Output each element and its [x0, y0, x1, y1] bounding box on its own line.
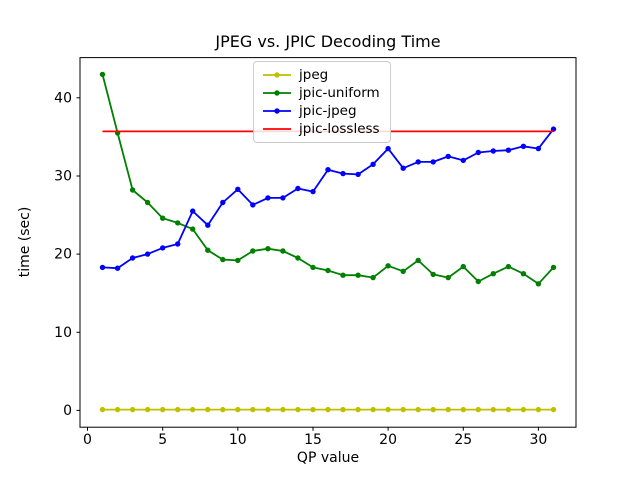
series-line-jpic-jpeg	[102, 128, 555, 270]
legend-item-jpic-jpeg: jpic-jpeg	[262, 103, 380, 119]
y-tick-label: 40	[54, 90, 72, 106]
y-axis-label: time (sec)	[17, 207, 33, 278]
y-tick-label: 10	[54, 325, 72, 341]
legend-sample-jpic-lossless	[263, 128, 291, 130]
legend-sample-jpic-uniform	[263, 90, 291, 96]
legend: jpeg jpic-uniform jpic-jpeg jpic-lossless	[253, 61, 391, 143]
legend-sample-jpeg	[263, 72, 291, 78]
series-markers-jpic-jpeg	[99, 126, 557, 271]
x-tick-label: 10	[229, 432, 247, 448]
x-axis-label: QP value	[297, 450, 359, 466]
x-tick-label: 15	[304, 432, 322, 448]
series-markers-jpic-uniform	[99, 71, 557, 287]
legend-sample-jpic-jpeg	[263, 108, 291, 114]
y-tick-label: 30	[54, 169, 72, 185]
series-markers-jpeg	[99, 406, 557, 413]
chart-title: JPEG vs. JPIC Decoding Time	[214, 32, 440, 51]
legend-label: jpic-jpeg	[299, 103, 357, 119]
legend-label: jpeg	[299, 67, 329, 83]
x-tick-label: 5	[158, 432, 167, 448]
legend-item-jpic-uniform: jpic-uniform	[262, 85, 380, 101]
plot-border	[79, 57, 577, 428]
y-tick-label: 0	[63, 403, 72, 419]
x-tick-label: 30	[529, 432, 547, 448]
y-tick-label: 20	[54, 247, 72, 263]
legend-item-jpic-lossless: jpic-lossless	[262, 121, 380, 137]
x-tick-label: 20	[379, 432, 397, 448]
legend-label: jpic-lossless	[299, 121, 380, 137]
legend-item-jpeg: jpeg	[262, 67, 380, 83]
legend-label: jpic-uniform	[299, 85, 380, 101]
x-tick-label: 0	[83, 432, 92, 448]
x-tick-label: 25	[454, 432, 472, 448]
